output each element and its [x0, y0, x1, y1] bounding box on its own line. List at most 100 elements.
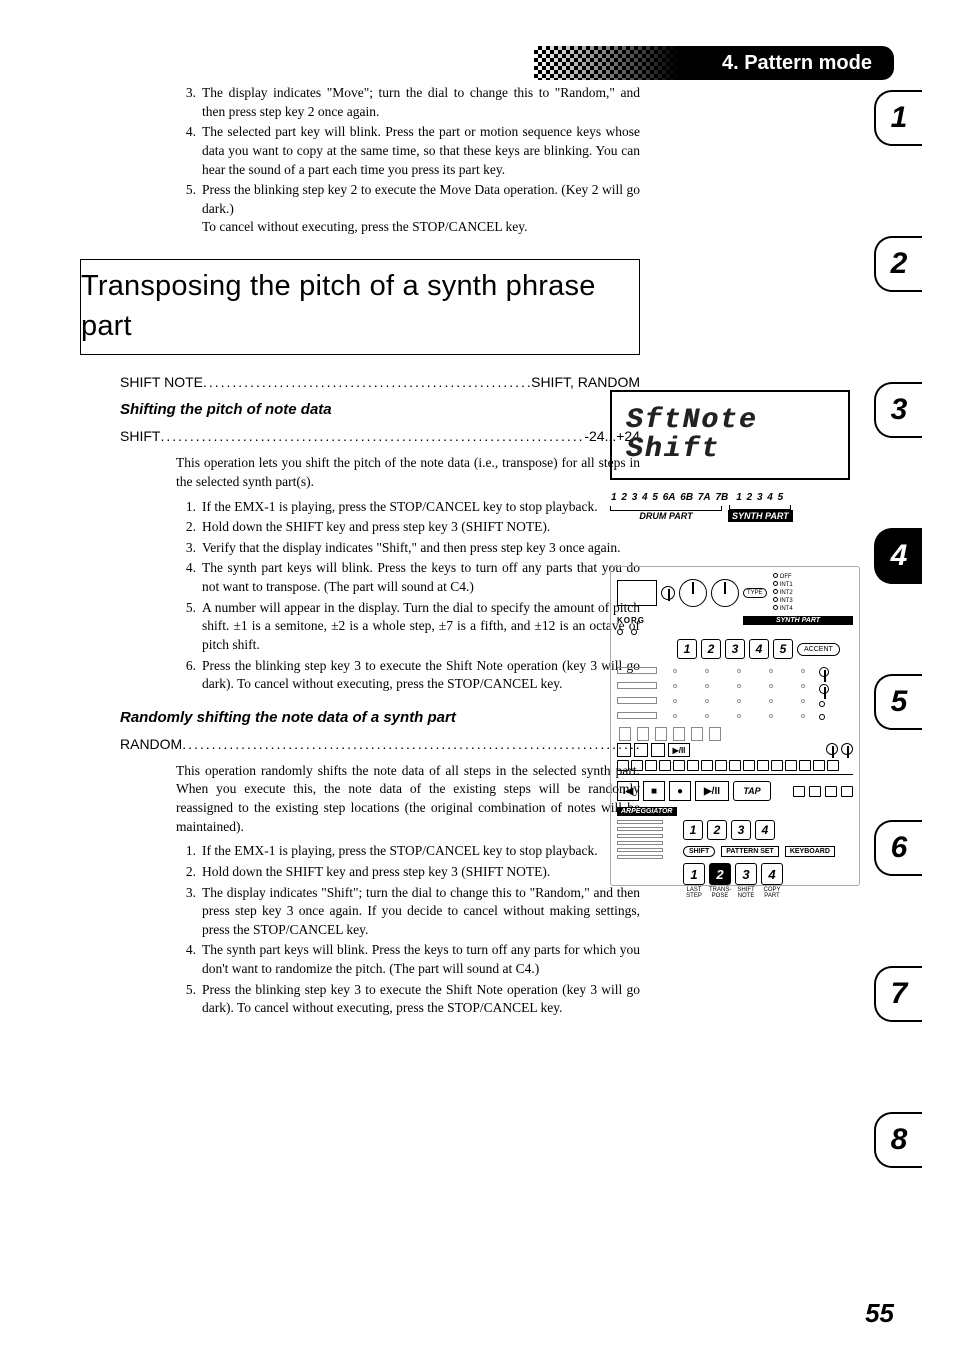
- step-number: 3.: [176, 539, 196, 558]
- brand-label: KORG: [617, 616, 645, 625]
- lower-key-3[interactable]: 3: [735, 863, 757, 885]
- rec-button[interactable]: ●: [669, 781, 691, 801]
- step-text: Verify that the display indicates "Shift…: [202, 539, 640, 558]
- led-label: INT4: [771, 605, 793, 612]
- step-number: 4.: [176, 941, 196, 978]
- led-label: OFF: [771, 573, 793, 580]
- row-labels: [617, 663, 659, 723]
- step-key[interactable]: [645, 760, 657, 771]
- side-tabs: 1 2 3 4 5 6 7 8: [874, 90, 922, 1168]
- list-item: 5.A number will appear in the display. T…: [176, 599, 640, 655]
- part-key-5[interactable]: 5: [773, 639, 793, 659]
- tab-4[interactable]: 4: [874, 528, 922, 584]
- intro-text: This operation lets you shift the pitch …: [176, 454, 640, 491]
- step-key[interactable]: [809, 786, 821, 797]
- list-item: 2.Hold down the SHIFT key and press step…: [176, 863, 640, 882]
- knob-icon: [661, 586, 675, 600]
- part-key-4[interactable]: 4: [749, 639, 769, 659]
- part-number-row: 1 2 3 4 5 6A 6B 7A 7B 1 2 3 4 5: [610, 492, 860, 503]
- row-tab: [617, 667, 657, 674]
- tap-button[interactable]: TAP: [733, 781, 771, 801]
- keyboard-button[interactable]: KEYBOARD: [785, 846, 835, 857]
- step-key[interactable]: [771, 760, 783, 771]
- param-row-random: RANDOM: [120, 735, 640, 754]
- btn[interactable]: [617, 743, 631, 757]
- tab-8[interactable]: 8: [874, 1112, 922, 1168]
- num: 2: [621, 492, 627, 503]
- list-item: 5.Press the blinking step key 3 to execu…: [176, 981, 640, 1018]
- step-key[interactable]: [827, 760, 839, 771]
- step-key[interactable]: [757, 760, 769, 771]
- step-key[interactable]: [729, 760, 741, 771]
- step-number: 4.: [176, 559, 196, 596]
- tab-3[interactable]: 3: [874, 382, 922, 438]
- synth-part-bar: SYNTH PART: [743, 616, 853, 625]
- step-number: 6.: [176, 657, 196, 694]
- section-header: 4. Pattern mode: [534, 46, 894, 80]
- tab-6[interactable]: 6: [874, 820, 922, 876]
- step-key[interactable]: [673, 760, 685, 771]
- shift-button[interactable]: SHIFT: [683, 846, 715, 857]
- part-key-3[interactable]: 3: [725, 639, 745, 659]
- btn[interactable]: [634, 743, 648, 757]
- mini-screen: [617, 580, 657, 606]
- step-keys-row1: [617, 760, 853, 771]
- step-key[interactable]: [785, 760, 797, 771]
- step-key[interactable]: [825, 786, 837, 797]
- accent-button[interactable]: ACCENT: [797, 643, 840, 656]
- part-key-1[interactable]: 1: [677, 639, 697, 659]
- rewind-button[interactable]: I◀: [617, 781, 639, 801]
- lcd-line2: Shift: [626, 435, 834, 464]
- step-key[interactable]: [813, 760, 825, 771]
- step-key[interactable]: [659, 760, 671, 771]
- lower-key-2[interactable]: 2: [709, 863, 731, 885]
- tab-7[interactable]: 7: [874, 966, 922, 1022]
- pattern-set-button[interactable]: PATTERN SET: [721, 846, 779, 857]
- small-knob-icon: [819, 667, 829, 677]
- play-button[interactable]: ▶/II: [695, 781, 729, 801]
- arp-keys: 1 2 3 4: [683, 820, 835, 840]
- brand-row: KORG SYNTH PART: [617, 616, 853, 625]
- tab-1[interactable]: 1: [874, 90, 922, 146]
- list-item: 3.The display indicates "Shift"; turn th…: [176, 884, 640, 940]
- foot-label: LAST STEP: [683, 887, 705, 899]
- play-icon[interactable]: ▶/II: [668, 743, 690, 757]
- list-item: 1.If the EMX-1 is playing, press the STO…: [176, 498, 640, 517]
- step-key[interactable]: [743, 760, 755, 771]
- arp-key-3[interactable]: 3: [731, 820, 751, 840]
- step-key[interactable]: [715, 760, 727, 771]
- step-text: If the EMX-1 is playing, press the STOP/…: [202, 842, 640, 861]
- lower-area: 1 2 3 4 SHIFT PATTERN SET KEYBOARD 1 2 3: [617, 820, 853, 899]
- step-number: 4.: [176, 123, 196, 179]
- step-key[interactable]: [793, 786, 805, 797]
- step-text: Hold down the SHIFT key and press step k…: [202, 518, 640, 537]
- lower-key-1[interactable]: 1: [683, 863, 705, 885]
- tab-5[interactable]: 5: [874, 674, 922, 730]
- arp-key-1[interactable]: 1: [683, 820, 703, 840]
- step-key[interactable]: [701, 760, 713, 771]
- foot-label: COPY PART: [761, 887, 783, 899]
- step-key[interactable]: [799, 760, 811, 771]
- foot-label: TRANS-POSE: [709, 887, 731, 899]
- step-key[interactable]: [617, 760, 629, 771]
- step-number: 2.: [176, 863, 196, 882]
- row-tab: [617, 697, 657, 704]
- part-key-2[interactable]: 2: [701, 639, 721, 659]
- stop-button[interactable]: ■: [643, 781, 665, 801]
- step-key[interactable]: [687, 760, 699, 771]
- step-key[interactable]: [841, 786, 853, 797]
- dots: [182, 735, 640, 754]
- page: 4. Pattern mode 1 2 3 4 5 6 7 8 3.The di…: [0, 0, 954, 1351]
- param-row-shift: SHIFT -24...+24: [120, 427, 640, 446]
- num: 6B: [680, 492, 693, 503]
- arp-key-4[interactable]: 4: [755, 820, 775, 840]
- divider: [617, 774, 853, 775]
- lower-key-4[interactable]: 4: [761, 863, 783, 885]
- step-key[interactable]: [631, 760, 643, 771]
- step-text: The synth part keys will blink. Press th…: [202, 559, 640, 596]
- list-item: 5.Press the blinking step key 2 to execu…: [176, 181, 640, 237]
- num: 2: [747, 492, 753, 503]
- tab-2[interactable]: 2: [874, 236, 922, 292]
- btn[interactable]: [651, 743, 665, 757]
- arp-key-2[interactable]: 2: [707, 820, 727, 840]
